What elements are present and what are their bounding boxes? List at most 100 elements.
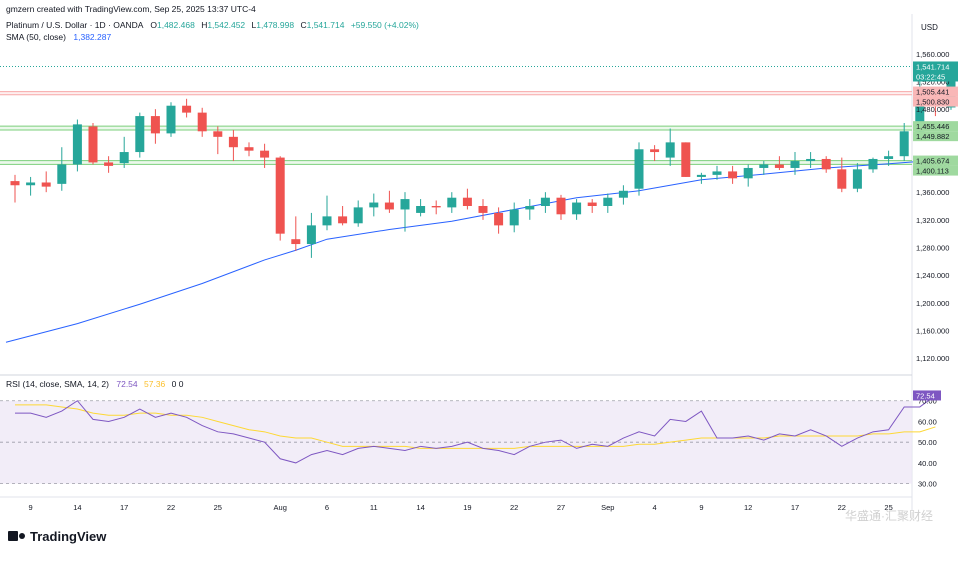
candle-body — [353, 207, 363, 224]
time-tick-label: 12 — [744, 503, 752, 512]
candle-body — [104, 162, 114, 166]
candle — [57, 147, 67, 191]
candle-body — [915, 102, 925, 132]
candle-body — [852, 169, 862, 189]
candle — [899, 123, 909, 162]
candle — [228, 129, 238, 162]
candle-body — [197, 112, 207, 132]
candle-body — [369, 202, 379, 208]
candle-body — [884, 156, 894, 159]
candle — [478, 199, 488, 220]
level-zone — [0, 91, 912, 95]
tradingview-brand: TradingView — [30, 529, 107, 544]
candle-body — [899, 131, 909, 157]
tradingview-logo[interactable]: TradingView — [8, 529, 107, 544]
rsi-sma-line — [15, 404, 936, 449]
candle — [462, 188, 472, 210]
candle-body — [431, 206, 441, 208]
candle — [665, 128, 675, 166]
time-tick-label: 19 — [463, 503, 471, 512]
watermark-text: 华盛通·汇聚财经 — [845, 508, 933, 523]
support-label: 1,455.446 — [916, 122, 949, 131]
resistance-label: 1,505.441 — [916, 88, 949, 97]
candle-body — [57, 164, 67, 184]
support-label-bg — [913, 131, 958, 142]
time-tick-label: 14 — [416, 503, 424, 512]
time-tick-label: Aug — [274, 503, 287, 512]
support-label: 1,405.674 — [916, 157, 949, 166]
candle-body — [821, 158, 831, 170]
candle — [369, 193, 379, 217]
support-label-bg — [913, 155, 958, 166]
price-marker-countdown: 03:22:45 — [916, 72, 945, 81]
price-tick-label: 1,240.000 — [916, 271, 949, 280]
candle-body — [228, 136, 238, 148]
candle-body — [244, 147, 254, 151]
candle — [774, 156, 784, 171]
candle — [291, 216, 301, 251]
time-tick-label: 22 — [167, 503, 175, 512]
candle-body — [556, 197, 566, 215]
sma-legend-value: 1,382.287 — [73, 32, 111, 42]
candle-body — [572, 202, 582, 215]
candle — [197, 107, 207, 137]
candle — [384, 190, 394, 213]
high-value: 1,542.452 — [207, 20, 245, 30]
candle — [884, 150, 894, 166]
candle-body — [665, 142, 675, 158]
candle — [759, 161, 769, 175]
candle — [213, 126, 223, 155]
candle-body — [494, 212, 504, 226]
candle-body — [868, 158, 878, 170]
time-tick-label: 11 — [370, 503, 378, 512]
candle-body — [603, 197, 613, 206]
candle-body — [743, 167, 753, 179]
candle — [790, 152, 800, 175]
time-tick-label: 25 — [214, 503, 222, 512]
time-tick-label: 22 — [510, 503, 518, 512]
change-value: +59.550 (+4.02%) — [351, 20, 419, 30]
time-tick-label: 22 — [838, 503, 846, 512]
candle — [587, 199, 597, 213]
candle-body — [291, 239, 301, 245]
rsi-sma-legend-value: 57.36 — [144, 379, 166, 389]
candle-body — [540, 197, 550, 206]
candle — [681, 142, 691, 177]
time-tick-label: 27 — [557, 503, 565, 512]
rsi-legend: RSI (14, close, SMA, 14, 2) 72.54 57.36 … — [6, 379, 184, 389]
candle — [743, 164, 753, 187]
tradingview-logo-dot — [19, 533, 25, 539]
candle-body — [416, 206, 426, 213]
candle-body — [400, 199, 410, 210]
candle — [119, 136, 129, 168]
time-axis[interactable]: 9 14 17 22 25 Aug 6 11 14 19 22 27 Sep 4 9 12 17 22 25 — [29, 503, 893, 512]
candle — [322, 195, 332, 231]
currency-label[interactable]: USD — [921, 23, 938, 32]
candle-body — [88, 126, 98, 163]
open-value: 1,482.468 — [157, 20, 195, 30]
candle-body — [275, 157, 285, 234]
candle-body — [478, 206, 488, 213]
price-marker-label: 1,541.714 — [916, 62, 949, 71]
sma-line — [5, 158, 952, 343]
candle — [338, 206, 348, 226]
candle — [244, 142, 254, 157]
candle — [821, 156, 831, 173]
candle-body — [72, 124, 82, 165]
candle-body — [806, 158, 816, 162]
candle — [712, 165, 722, 180]
rsi-legend-value: 72.54 — [116, 379, 138, 389]
tradingview-logo-icon — [8, 531, 18, 541]
rsi-axis[interactable]: 70.00 60.00 50.00 40.00 30.00 72.54 — [913, 390, 941, 489]
price-tick-label: 1,200.000 — [916, 299, 949, 308]
resistance-label: 1,500.830 — [916, 98, 949, 107]
sma-legend: SMA (50, close) 1,382.287 — [6, 32, 111, 42]
sma-layer — [5, 158, 952, 343]
candle-body — [182, 105, 192, 113]
candle — [353, 200, 363, 227]
time-tick-label: 25 — [884, 503, 892, 512]
candle — [260, 143, 270, 168]
candle — [634, 142, 644, 196]
